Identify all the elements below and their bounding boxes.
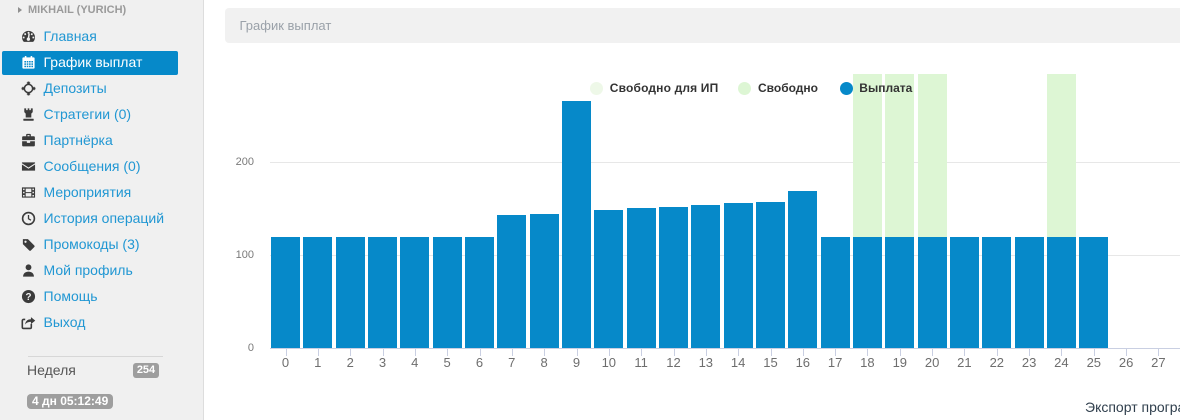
svg-text:?: ? [25, 292, 31, 303]
